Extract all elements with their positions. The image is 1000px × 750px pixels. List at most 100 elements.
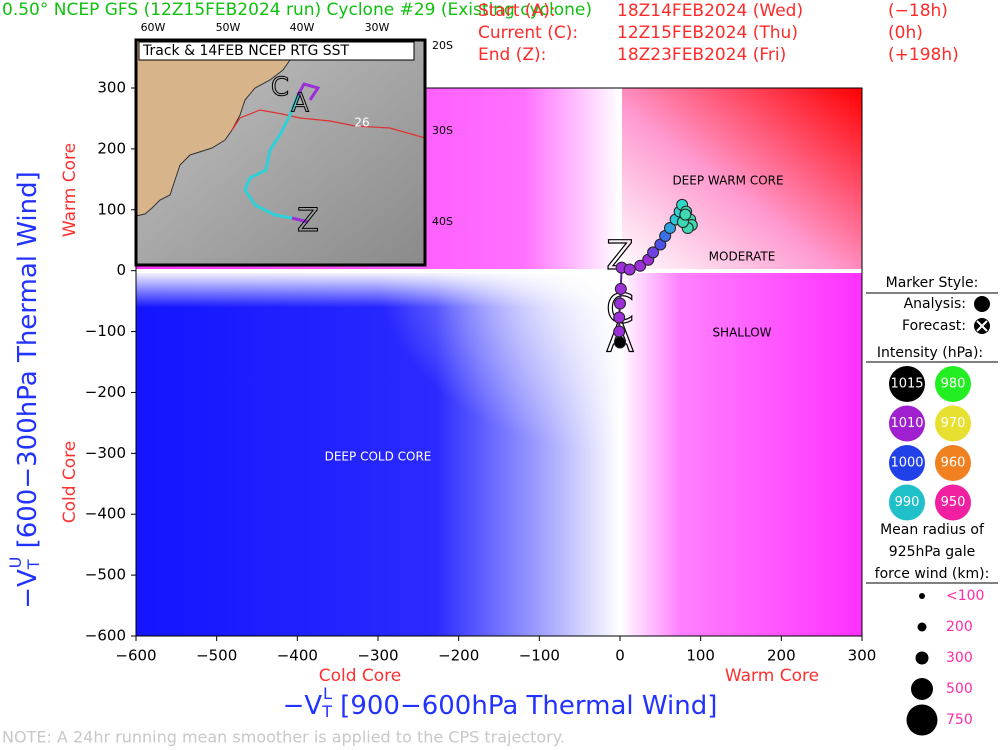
plot-background <box>135 87 863 637</box>
time-info: (−18h) <box>888 1 948 21</box>
inset-track-label: A <box>291 89 309 119</box>
intensity-swatch <box>935 366 971 402</box>
x-tick-label: −100 <box>519 647 560 665</box>
y-tick-label: −400 <box>85 505 126 523</box>
axis-title-part: [600−300hPa Thermal Wind] <box>13 171 43 556</box>
size-swatch <box>915 651 929 665</box>
intensity-swatch <box>889 484 925 521</box>
note: NOTE: A 24hr running mean smoother is ap… <box>2 728 565 747</box>
chart-title: 0.50° NCEP GFS (12Z15FEB2024 run) Cyclon… <box>2 0 592 20</box>
size-label: 300 <box>946 650 973 666</box>
trajectory-point <box>623 263 636 276</box>
region-label: SHALLOW <box>712 326 771 340</box>
contour-label: 26 <box>354 116 369 130</box>
x-tick-label: 300 <box>848 647 877 665</box>
time-info: 18Z23FEB2024 (Fri) <box>617 45 786 65</box>
y-side-label: Cold Core <box>60 441 80 524</box>
inset-land <box>135 39 293 217</box>
intensity-label: 1010 <box>890 416 923 431</box>
intensity-swatch <box>935 484 971 521</box>
legend-symbol <box>974 296 990 312</box>
size-swatch <box>917 622 927 632</box>
legend-title: force wind (km): <box>875 566 990 582</box>
plot-frame <box>135 87 863 637</box>
y-side-label: Warm Core <box>60 143 80 237</box>
trajectory-point <box>614 336 626 349</box>
axis-title-part: [900−600hPa Thermal Wind] <box>332 691 717 721</box>
axis-title-part: −V <box>13 569 43 609</box>
legend-title: 925hPa gale <box>889 544 975 560</box>
axis-title: −VTL [900−600hPa Thermal Wind] <box>283 684 718 721</box>
sst-contour <box>231 109 426 139</box>
region-label: DEEP WARM CORE <box>672 174 783 188</box>
y-tick-label: 0 <box>116 261 126 279</box>
legend-label: Forecast: <box>902 318 966 334</box>
trajectory-point <box>679 208 692 221</box>
x-side-label: Warm Core <box>725 666 819 686</box>
intensity-swatch <box>889 445 925 481</box>
axis-title: −VTU [600−300hPa Thermal Wind] <box>6 171 43 609</box>
time-info: (+198h) <box>888 45 959 65</box>
intensity-label: 950 <box>941 495 966 510</box>
shading-fade <box>136 271 620 636</box>
inset-lon-label: 60W <box>141 21 166 34</box>
time-info: 18Z14FEB2024 (Wed) <box>617 1 803 21</box>
trajectory-point <box>613 311 626 324</box>
inset-map: C A Z 26 Track & 14FEB NCEP RTG SST 60W … <box>134 21 453 267</box>
time-info: Start (A): <box>478 1 556 21</box>
time-info: 12Z15FEB2024 (Thu) <box>617 23 798 43</box>
inset-lat-label: 30S <box>432 124 453 137</box>
trajectory-point <box>664 222 677 235</box>
intensity-swatch <box>935 405 971 442</box>
trajectory-point <box>613 325 626 338</box>
inset-track-label: C <box>271 73 289 103</box>
inset-lon-label: 50W <box>216 21 241 34</box>
inset-title-box <box>138 41 415 61</box>
size-swatch <box>919 593 925 599</box>
legend-title: Mean radius of <box>880 522 985 538</box>
inset-frame <box>134 38 427 267</box>
inset-track <box>291 82 321 224</box>
intensity-label: 980 <box>941 377 966 392</box>
x-tick-label: −200 <box>438 647 479 665</box>
trajectory-point <box>647 246 660 259</box>
x-side-label: Cold Core <box>319 666 402 686</box>
x-tick-label: −600 <box>115 647 156 665</box>
size-swatch <box>906 704 938 736</box>
x-tick-label: 200 <box>767 647 796 665</box>
size-label: 750 <box>946 712 973 728</box>
legend-title: Intensity (hPa): <box>877 345 983 361</box>
y-tick-label: −600 <box>85 627 126 645</box>
y-tick-label: 300 <box>97 79 126 97</box>
inset-lat-label: 20S <box>432 39 453 52</box>
time-info: (0h) <box>888 23 923 43</box>
region-label: MODERATE <box>709 250 776 264</box>
intensity-label: 1015 <box>890 377 923 392</box>
y-tick-label: 200 <box>97 139 126 157</box>
legend-label: Analysis: <box>904 296 966 312</box>
intensity-label: 970 <box>941 416 966 431</box>
y-tick-label: −100 <box>85 322 126 340</box>
inset-lat-label: 40S <box>432 215 453 228</box>
x-tick-label: −300 <box>357 647 398 665</box>
intensity-swatch <box>889 405 925 442</box>
axis-title-part: T <box>24 559 43 570</box>
time-info: Current (C): <box>478 23 578 43</box>
intensity-label: 1000 <box>890 456 923 471</box>
intensity-label: 990 <box>895 495 920 510</box>
shallow-warm-shading <box>620 271 862 636</box>
trajectory-point <box>614 297 626 310</box>
intensity-label: 960 <box>941 456 966 471</box>
inset-track <box>243 94 300 220</box>
axis-title-part: U <box>6 557 25 569</box>
inset-title: Track & 14FEB NCEP RTG SST <box>142 43 350 59</box>
legend-title: Marker Style: <box>886 275 979 291</box>
size-label: 500 <box>946 681 973 697</box>
axis-title-part: L <box>323 684 332 703</box>
region-label: DEEP COLD CORE <box>325 450 432 464</box>
inset-lon-label: 40W <box>290 21 315 34</box>
size-swatch <box>911 678 933 700</box>
y-tick-label: −300 <box>85 444 126 462</box>
size-label: <100 <box>946 588 984 604</box>
legend-symbol <box>976 320 988 332</box>
